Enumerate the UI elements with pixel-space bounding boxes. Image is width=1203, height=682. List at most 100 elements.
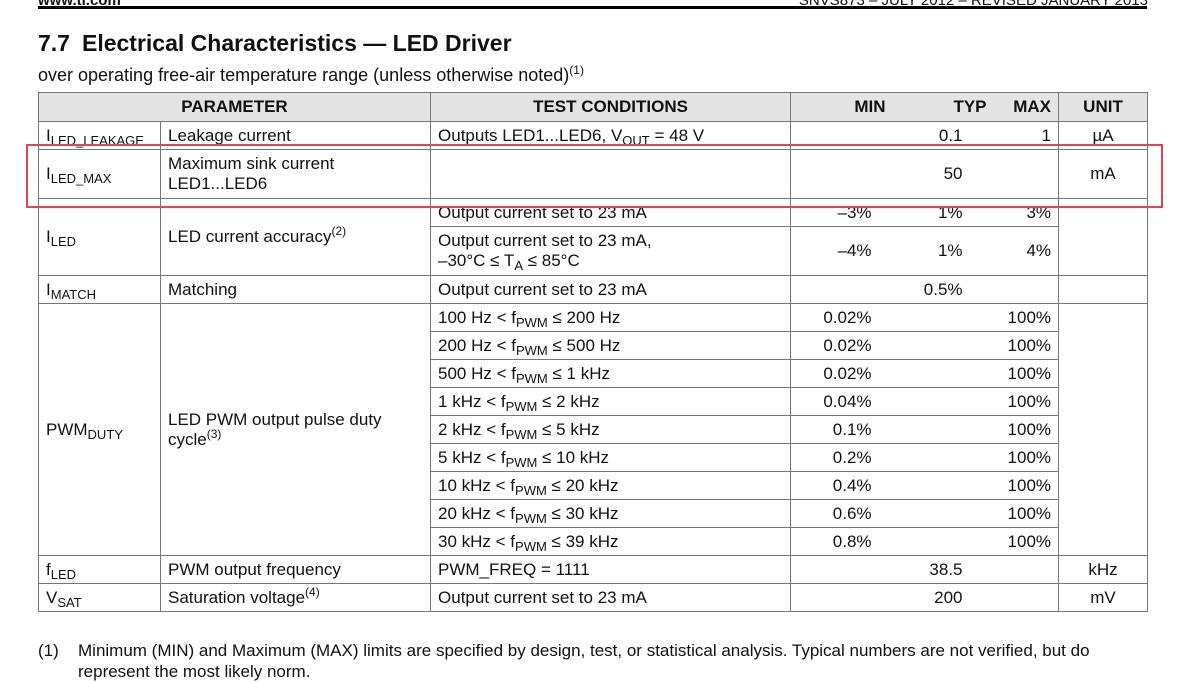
test-cell: 10 kHz < fPWM ≤ 20 kHz: [430, 471, 792, 500]
header-row: PARAMETER TEST CONDITIONS MIN TYP MAX UN…: [37, 92, 1149, 122]
parameter-cell: LED current accuracy(2): [159, 198, 432, 276]
row: ILED_MAX Maximum sink current LED1...LED6…: [38, 149, 1149, 199]
text: Outputs LED1...LED6, V: [438, 125, 623, 145]
typ-cell: [905, 527, 1001, 556]
min-value: 0.4%: [832, 475, 872, 495]
subscript: MATCH: [50, 286, 96, 302]
test-cell: PWM_FREQ = 1111: [430, 555, 792, 584]
header-rule: [38, 6, 1147, 9]
min-cell: 0.4%: [790, 471, 906, 500]
subtitle: over operating free-air temperature rang…: [38, 63, 584, 86]
text: 30 kHz < f: [438, 531, 516, 551]
typ-cell: 38.5: [905, 555, 1001, 584]
text: Output current set to 23 mA, –30°C ≤ T: [438, 231, 652, 270]
test-cell: Output current set to 23 mA: [430, 583, 792, 612]
subscript: DUTY: [87, 426, 123, 442]
col-header: PARAMETER: [37, 92, 432, 122]
min-value: 0.1%: [832, 419, 872, 439]
subscript: LED_MAX: [50, 171, 112, 186]
col-header: MAX: [1000, 92, 1060, 122]
row: 5 kHz < fPWM ≤ 10 kHz 0.2% 100%: [39, 443, 1148, 472]
footnotes: (1) Minimum (MIN) and Maximum (MAX) limit…: [38, 640, 1148, 682]
text: LED current accuracy: [168, 227, 332, 246]
subscript: A: [514, 258, 523, 273]
min-cell: –4%: [790, 226, 906, 276]
text: ≤ 20 kHz: [546, 475, 619, 495]
typ-cell: [905, 359, 1001, 388]
typ-cell: [905, 331, 1001, 360]
section-number: 7.7: [38, 30, 70, 56]
min-cell: 0.8%: [790, 527, 906, 556]
unit-cell: mA: [1058, 149, 1149, 199]
col-header: MIN: [790, 92, 906, 122]
subscript: OUT: [622, 132, 650, 148]
row: 200 Hz < fPWM ≤ 500 Hz 0.02% 100%: [39, 331, 1148, 360]
text: Saturation voltage: [168, 587, 306, 607]
min-cell: 0.02%: [790, 303, 906, 332]
typ-cell: 0.5%: [905, 275, 1001, 304]
symbol-cell: ILED_MAX: [38, 149, 161, 199]
max-value: 100%: [1007, 363, 1052, 383]
text: 100 Hz < f: [438, 307, 516, 327]
col-header: UNIT: [1058, 92, 1149, 122]
text: V: [46, 587, 58, 607]
note-ref: (1): [569, 63, 584, 77]
text: ≤ 2 kHz: [537, 391, 600, 411]
typ-value: 200: [934, 587, 963, 607]
row: VSAT Saturation voltage(4) Output current …: [38, 583, 1149, 612]
min-cell: [790, 583, 906, 612]
subscript: PWM: [515, 482, 547, 498]
max-cell: 100%: [1000, 387, 1060, 416]
text: ≤ 30 kHz: [546, 503, 619, 523]
text: Output current set to 23 mA: [438, 587, 647, 607]
col-header: TYP: [905, 92, 1001, 122]
typ-cell: [905, 303, 1001, 332]
text: ≤ 5 kHz: [537, 419, 600, 439]
symbol-cell: PWMDUTY: [38, 303, 161, 556]
test-cell: 20 kHz < fPWM ≤ 30 kHz: [430, 499, 792, 528]
row: 1 kHz < fPWM ≤ 2 kHz 0.04% 100%: [39, 387, 1148, 416]
text: ≤ 10 kHz: [537, 447, 610, 467]
min-cell: 0.02%: [790, 331, 906, 360]
test-cell: 100 Hz < fPWM ≤ 200 Hz: [430, 303, 792, 332]
max-value: 100%: [1007, 447, 1052, 467]
typ-cell: [905, 499, 1001, 528]
min-value: 0.02%: [823, 363, 872, 383]
symbol-cell: IMATCH: [38, 275, 161, 304]
max-cell: 100%: [1000, 303, 1060, 332]
min-cell: 0.04%: [790, 387, 906, 416]
text: ≤ 39 kHz: [546, 531, 619, 551]
text: = 48 V: [649, 125, 705, 145]
text: I: [46, 125, 51, 145]
max-value: 1: [1041, 125, 1052, 145]
typ-value: 0.5%: [923, 279, 963, 299]
max-cell: 100%: [1000, 443, 1060, 472]
unit: mA: [1090, 164, 1116, 183]
text: ≤ 200 Hz: [547, 307, 621, 327]
text: I: [46, 227, 51, 246]
typ-value: 0.1: [938, 125, 963, 145]
subscript: LED: [50, 234, 77, 249]
text: ≤ 85°C: [522, 251, 580, 270]
test-cell: 200 Hz < fPWM ≤ 500 Hz: [430, 331, 792, 360]
row: 30 kHz < fPWM ≤ 39 kHz 0.8% 100%: [39, 527, 1148, 556]
max-cell: [1000, 275, 1060, 304]
min-cell: 0.02%: [790, 359, 906, 388]
text: I: [46, 164, 51, 183]
superscript: (2): [331, 224, 347, 238]
test-cell: 500 Hz < fPWM ≤ 1 kHz: [430, 359, 792, 388]
unit-cell: mV: [1058, 583, 1149, 612]
row: 10 kHz < fPWM ≤ 20 kHz 0.4% 100%: [39, 471, 1148, 500]
row: 500 Hz < fPWM ≤ 1 kHz 0.02% 100%: [39, 359, 1148, 388]
unit-cell: [1058, 275, 1149, 304]
text: f: [46, 559, 51, 579]
title-text: Electrical Characteristics — LED Driver: [81, 30, 512, 56]
max-cell: 100%: [1000, 527, 1060, 556]
max-cell: [1000, 555, 1060, 584]
test-cell: 5 kHz < fPWM ≤ 10 kHz: [430, 443, 792, 472]
footnote-mark: (1): [38, 641, 59, 660]
text: Leakage current: [168, 125, 291, 145]
text: 5 kHz < f: [438, 447, 506, 467]
min-cell: [790, 149, 906, 199]
